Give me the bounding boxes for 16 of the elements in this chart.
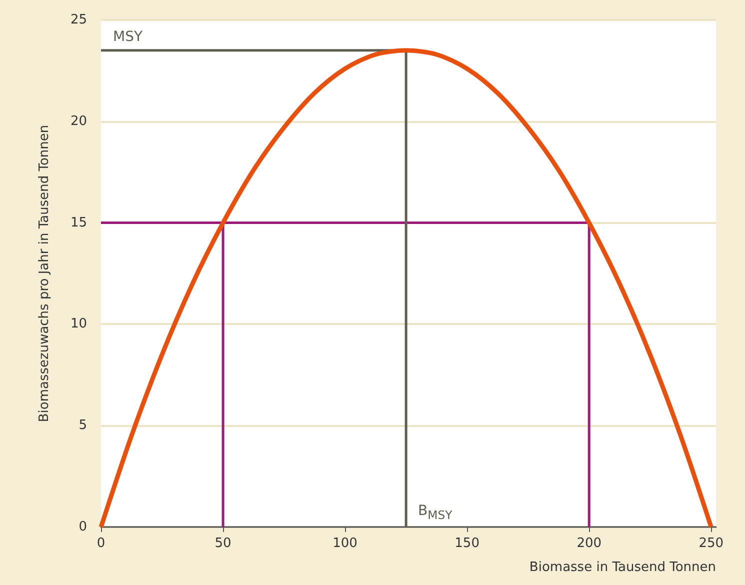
x-tick-label: 50 — [214, 536, 232, 551]
annotation: MSY — [113, 29, 143, 46]
y-tick-label: 15 — [70, 215, 87, 230]
x-tick-label: 150 — [454, 536, 480, 551]
x-tick-label: 100 — [332, 536, 358, 551]
x-axis-title: Biomasse in Tausend Tonnen — [529, 560, 716, 575]
x-tick-label: 250 — [698, 536, 724, 551]
annotation: B$_{MSY}$ — [418, 502, 452, 522]
y-tick-label: 25 — [70, 12, 87, 28]
y-tick-label: 20 — [70, 114, 87, 129]
y-axis-title: Biomassezuwachs pro Jahr in Tausend Tonnen — [37, 124, 52, 422]
x-tick-label: 0 — [96, 536, 106, 551]
y-tick-label: 0 — [78, 520, 87, 534]
x-tick-label: 200 — [576, 536, 602, 551]
y-tick-label: 5 — [78, 418, 87, 434]
y-tick-label: 10 — [70, 316, 87, 332]
